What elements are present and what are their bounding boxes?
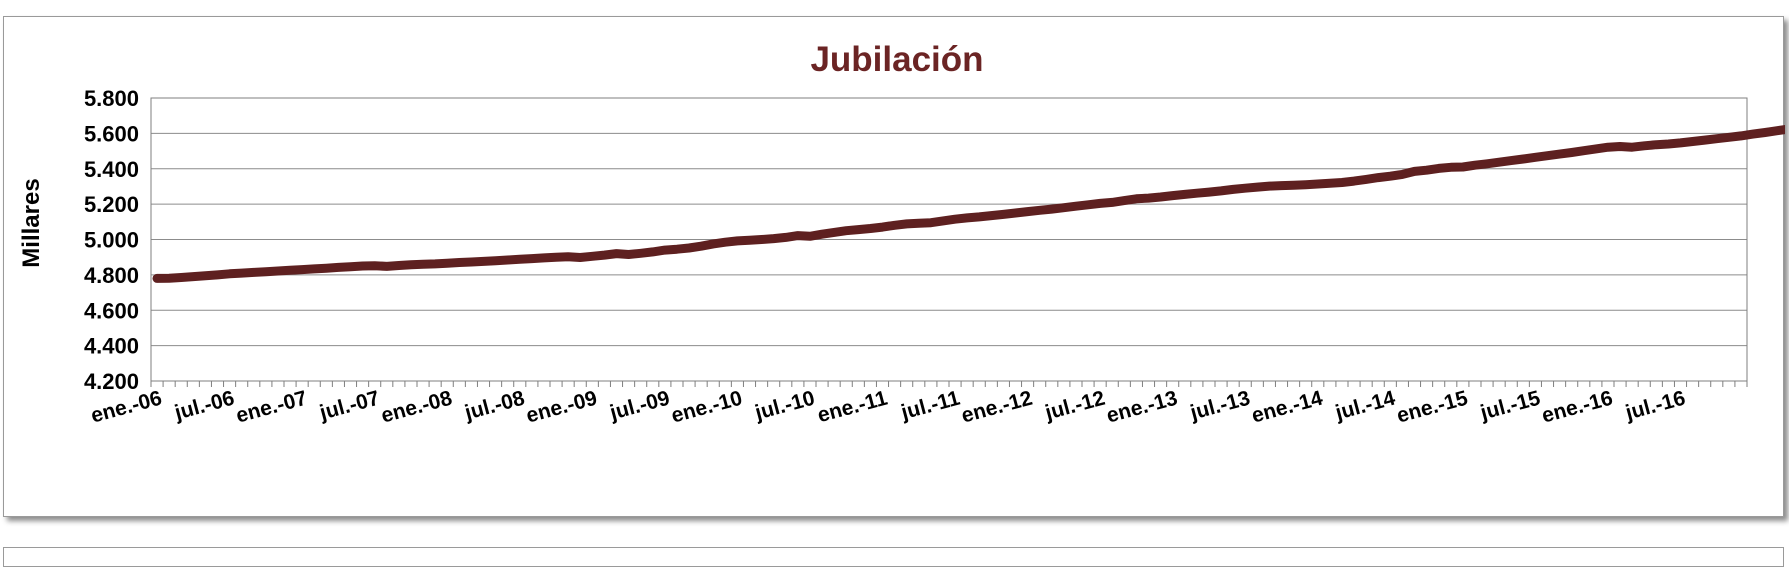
- y-tick-label: 4.800: [84, 263, 139, 288]
- x-axis-minor-ticks: [150, 381, 1748, 387]
- x-tick-label: jul.-08: [462, 387, 528, 425]
- y-tick-label: 4.400: [84, 334, 139, 359]
- x-tick-label: ene.-09: [524, 387, 600, 428]
- x-tick-label: ene.-16: [1539, 387, 1615, 428]
- x-tick-label: jul.-06: [171, 387, 237, 425]
- x-tick-label: jul.-11: [898, 387, 963, 425]
- gridlines: [151, 97, 1747, 347]
- y-tick-label: 5.600: [84, 121, 139, 146]
- jubilacion-line-chart: Jubilación Millares 4.200 4.400 4.600 4.800…: [18, 40, 1785, 428]
- x-tick-label: ene.-07: [234, 387, 310, 428]
- x-tick-label: ene.-14: [1249, 387, 1325, 428]
- x-tick-label: jul.-13: [1187, 387, 1253, 425]
- next-chart-frame: [3, 547, 1784, 567]
- x-tick-label: jul.-12: [1042, 387, 1108, 425]
- x-tick-label: jul.-15: [1477, 387, 1543, 425]
- x-tick-label: ene.-08: [379, 387, 455, 428]
- series-line: [152, 125, 1785, 283]
- y-axis-ticks: 4.200 4.400 4.600 4.800 5.000 5.200 5.400 5.600…: [84, 86, 139, 394]
- x-tick-label: jul.-14: [1332, 387, 1398, 425]
- x-tick-label: jul.-09: [607, 387, 673, 425]
- y-tick-label: 5.400: [84, 157, 139, 182]
- chart-title: Jubilación: [810, 40, 983, 79]
- series-layer: [152, 125, 1785, 283]
- x-tick-label: jul.-07: [316, 387, 382, 425]
- chart-frame: Jubilación Millares 4.200 4.400 4.600 4.800…: [3, 16, 1785, 517]
- y-tick-label: 4.600: [84, 298, 139, 323]
- x-tick-label: ene.-11: [815, 387, 890, 428]
- x-tick-label: ene.-10: [669, 387, 745, 428]
- y-tick-label: 5.200: [84, 192, 139, 217]
- y-tick-label: 4.200: [84, 369, 139, 394]
- x-tick-label: ene.-13: [1104, 387, 1180, 428]
- y-axis-label: Millares: [18, 178, 45, 267]
- x-tick-label: ene.-12: [959, 387, 1035, 428]
- y-tick-label: 5.000: [84, 228, 139, 253]
- x-tick-label: jul.-16: [1622, 387, 1688, 425]
- x-tick-label: jul.-10: [752, 387, 818, 425]
- x-tick-label: ene.-15: [1394, 387, 1470, 428]
- y-tick-label: 5.800: [84, 86, 139, 111]
